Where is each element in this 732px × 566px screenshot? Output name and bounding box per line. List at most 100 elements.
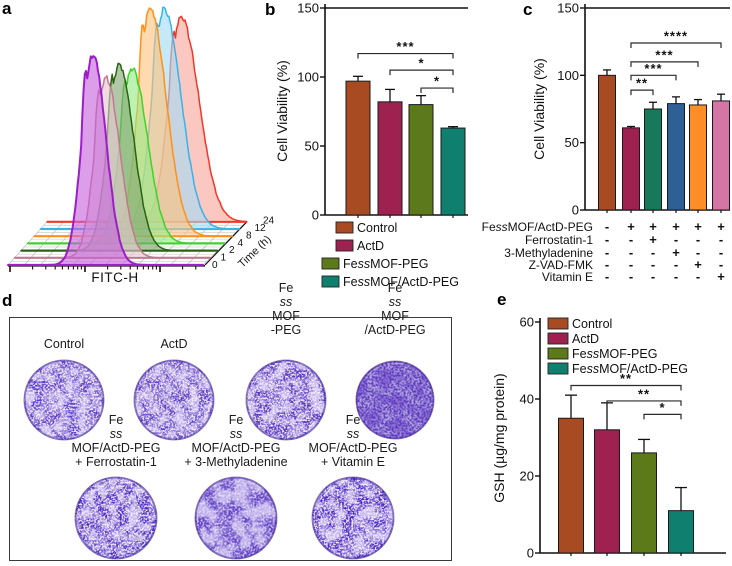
- significance-label: ***: [655, 47, 673, 62]
- legend-label: Control: [357, 221, 397, 235]
- significance-bracket: [643, 413, 682, 420]
- significance-bracket: [420, 87, 454, 94]
- well-label: Control: [43, 337, 85, 351]
- significance-label: ***: [396, 39, 414, 54]
- legend-label: FessMOF-PEG: [343, 257, 428, 271]
- well: Fe ss MOF/ActD-PEG + Vitamin E: [286, 318, 420, 566]
- y-tick-label: 60: [520, 315, 534, 330]
- significance-bracket: [606, 400, 682, 406]
- treatment-sign: +: [694, 257, 702, 272]
- bar: [594, 429, 620, 554]
- bar: [644, 108, 662, 211]
- bar: [668, 510, 694, 554]
- legend-swatch: [547, 332, 569, 345]
- well-image: [23, 359, 105, 441]
- bar: [440, 127, 466, 216]
- panel-b-label: b: [265, 0, 276, 19]
- bar: [631, 452, 657, 554]
- panel-d-label: d: [2, 291, 13, 310]
- treatment-sign: -: [651, 269, 655, 284]
- significance-bracket: [630, 74, 677, 81]
- treatment-sign: +: [672, 245, 680, 260]
- legend-swatch: [321, 257, 340, 270]
- well: Fe ss MOF -PEG: [219, 281, 353, 566]
- treatment-sign: -: [674, 269, 678, 284]
- significance-bracket: [630, 42, 722, 49]
- well: Fe ss MOF/ActD-PEG + Ferrostatin-1: [49, 318, 183, 566]
- y-tick-label: 100: [297, 70, 319, 85]
- panel-a-label: a: [2, 0, 12, 18]
- well-image: [74, 476, 158, 560]
- treatment-sign: -: [605, 219, 609, 234]
- time-tick-label: 2: [229, 245, 235, 256]
- treatment-sign: -: [605, 257, 609, 272]
- treatment-sign: +: [694, 219, 702, 234]
- treatment-sign: -: [674, 232, 678, 247]
- treatment-sign: +: [649, 232, 657, 247]
- well-label: Fe ss MOF/ActD-PEG + 3-Methyladenine: [184, 413, 288, 469]
- time-tick-label: 24: [263, 216, 275, 227]
- legend-swatch: [321, 275, 340, 288]
- well-image: [133, 359, 215, 441]
- significance-bracket: [570, 384, 682, 391]
- legend-label: ActD: [572, 332, 599, 346]
- treatment-row-label: FessMOF/ActD-PEG: [482, 220, 593, 234]
- legend-swatch: [547, 347, 569, 360]
- bar: [377, 101, 403, 216]
- treatment-sign: -: [651, 245, 655, 260]
- legend-label: ActD: [357, 239, 384, 253]
- well-image: [245, 359, 327, 441]
- y-tick-label: 150: [297, 1, 319, 16]
- significance-label: *: [659, 400, 665, 415]
- treatment-sign: -: [629, 269, 633, 284]
- bar: [408, 104, 434, 216]
- panel-c: c 0 50 100 150 Cell Viability (%) ** *** *** ***…: [460, 0, 732, 290]
- y-tick-label: 100: [557, 68, 579, 83]
- well-image: [311, 476, 395, 560]
- time-tick-label: 1: [221, 253, 227, 264]
- legend-label: FessMOF/ActD-PEG: [343, 275, 459, 289]
- significance-label: **: [620, 371, 632, 386]
- treatment-sign: -: [719, 232, 723, 247]
- bar: [622, 127, 640, 211]
- significance-label: *: [434, 74, 440, 89]
- time-tick-label: 8: [246, 230, 252, 241]
- treatment-sign: +: [672, 219, 680, 234]
- significance-bracket: [357, 52, 454, 59]
- treatment-sign: -: [719, 257, 723, 272]
- legend-label: FessMOF-PEG: [572, 347, 657, 361]
- treatment-sign: -: [651, 257, 655, 272]
- significance-label: ****: [664, 29, 688, 44]
- y-tick-label: 50: [565, 135, 579, 150]
- legend-swatch: [547, 362, 569, 375]
- well-label: Fe ss MOF/ActD-PEG: [364, 281, 426, 337]
- significance-label: **: [638, 386, 650, 401]
- treatment-row-label: Vitamin E: [542, 270, 593, 284]
- y-axis-label: Cell Viability (%): [531, 58, 547, 160]
- treatment-row-label: 3-Methyladenine: [504, 246, 593, 260]
- well-image: [355, 360, 435, 440]
- y-tick-label: 40: [520, 392, 534, 407]
- treatment-sign: -: [696, 269, 700, 284]
- legend-swatch: [547, 317, 569, 330]
- legend-label: FessMOF/ActD-PEG: [572, 362, 688, 376]
- ridge-curve: [7, 55, 204, 266]
- treatment-sign: -: [696, 232, 700, 247]
- y-tick-label: 50: [305, 139, 319, 154]
- treatment-sign: +: [717, 219, 725, 234]
- significance-label: ***: [644, 61, 662, 76]
- y-tick-label: 0: [527, 546, 534, 561]
- panel-e: e 0 20 40 60 GSH (µg/mg protein) ** ** * Control…: [480, 290, 732, 566]
- well-label: ActD: [160, 337, 188, 351]
- significance-label: **: [636, 76, 648, 91]
- treatment-row-label: Ferrostatin-1: [525, 233, 593, 247]
- legend-label: Control: [572, 317, 612, 331]
- well: Fe ss MOF/ActD-PEG: [328, 281, 462, 566]
- bar: [558, 417, 584, 554]
- panel-a: a 0 1 2 4 8 12 24 Time (h) FITC-H: [0, 0, 280, 290]
- well-image: [194, 476, 278, 560]
